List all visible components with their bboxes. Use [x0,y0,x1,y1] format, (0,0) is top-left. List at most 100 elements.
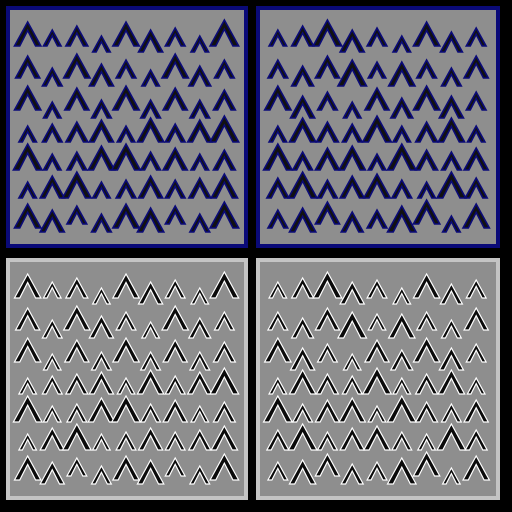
chevron-icon [263,336,293,363]
chevron-icon [42,352,63,371]
chevron-icon [313,54,341,79]
chevron-icon [115,310,137,331]
chevron-icon [267,28,288,47]
chevron-icon [38,174,66,199]
chevron-icon [440,318,463,339]
chevron-icon [366,278,388,299]
chevron-icon [412,198,442,225]
chevron-icon [208,18,241,47]
chevron-icon [139,150,162,171]
chevron-icon [391,286,412,305]
chevron-icon [314,398,341,423]
chevron-icon [13,202,43,229]
chevron-icon [386,456,418,485]
chevron-icon [63,86,91,111]
chevron-icon [210,424,239,451]
chevron-icon [288,206,318,233]
chevron-icon [87,62,115,87]
chevron-icon [186,118,214,143]
chevron-icon [187,176,213,199]
chevron-icon [17,180,38,199]
chevron-icon [111,20,141,47]
panel-top-right-canvas [256,6,500,248]
chevron-icon [39,426,66,451]
chevron-icon [266,58,290,79]
chevron-icon [111,272,141,299]
chevron-icon [188,98,212,119]
chevron-icon [464,26,488,47]
chevron-icon [116,376,136,395]
chevron-icon [262,394,294,423]
chevron-icon [367,312,387,331]
chevron-icon [415,310,438,331]
chevron-icon [465,278,488,299]
chevron-icon [17,124,38,143]
chevron-icon [464,428,489,451]
chevron-icon [414,372,439,395]
chevron-icon [387,60,417,87]
chevron-icon [187,428,212,451]
chevron-icon [13,84,43,111]
chevron-icon [137,28,165,53]
chevron-icon [440,150,463,171]
chevron-icon [339,426,366,451]
chevron-icon [91,432,112,451]
chevron-icon [41,122,64,143]
chevron-icon [439,30,464,53]
chevron-icon [209,172,239,199]
chevron-icon [288,458,317,485]
chevron-icon [365,208,389,229]
chevron-icon [87,396,116,423]
panel-bottom-right-canvas [256,258,500,500]
chevron-icon [42,280,63,299]
chevron-icon [290,24,315,47]
chevron-icon [436,116,466,143]
chevron-icon [13,454,42,481]
chevron-icon [160,52,190,79]
chevron-icon [63,338,90,363]
chevron-icon [366,60,388,79]
chevron-icon [42,152,63,171]
chevron-icon [162,398,189,423]
chevron-icon [114,58,138,79]
chevron-icon [160,304,190,331]
chevron-icon [137,174,165,199]
chevron-icon [314,452,341,477]
chevron-icon [338,396,367,423]
chevron-icon [315,372,340,395]
chevron-icon [91,34,112,53]
chevron-icon [189,286,210,305]
chevron-icon [209,270,240,299]
chevron-icon [268,280,288,299]
chevron-icon [13,336,42,363]
chevron-icon [62,304,92,331]
chevron-icon [389,96,415,119]
chevron-icon [14,54,42,79]
chevron-icon [289,346,316,371]
chevron-icon [313,146,341,171]
chevron-icon [163,122,187,143]
chevron-icon [90,464,113,485]
chevron-icon [64,372,89,395]
chevron-icon [88,314,115,339]
chevron-icon [90,212,113,233]
chevron-icon [13,272,42,299]
chevron-icon [62,52,92,79]
chevron-icon [189,152,210,171]
chevron-icon [435,170,468,199]
chevron-icon [64,24,90,47]
chevron-icon [91,286,112,305]
chevron-icon [111,336,141,363]
chevron-icon [90,98,113,119]
chevron-icon [416,432,437,451]
chevron-icon [440,402,463,423]
chevron-icon [114,178,138,199]
chevron-icon [363,338,391,363]
chevron-icon [164,278,187,299]
chevron-icon [340,122,364,143]
chevron-icon [65,402,88,423]
chevron-icon [461,202,491,229]
chevron-icon [316,342,339,363]
chevron-icon [267,124,288,143]
chevron-icon [164,430,187,451]
